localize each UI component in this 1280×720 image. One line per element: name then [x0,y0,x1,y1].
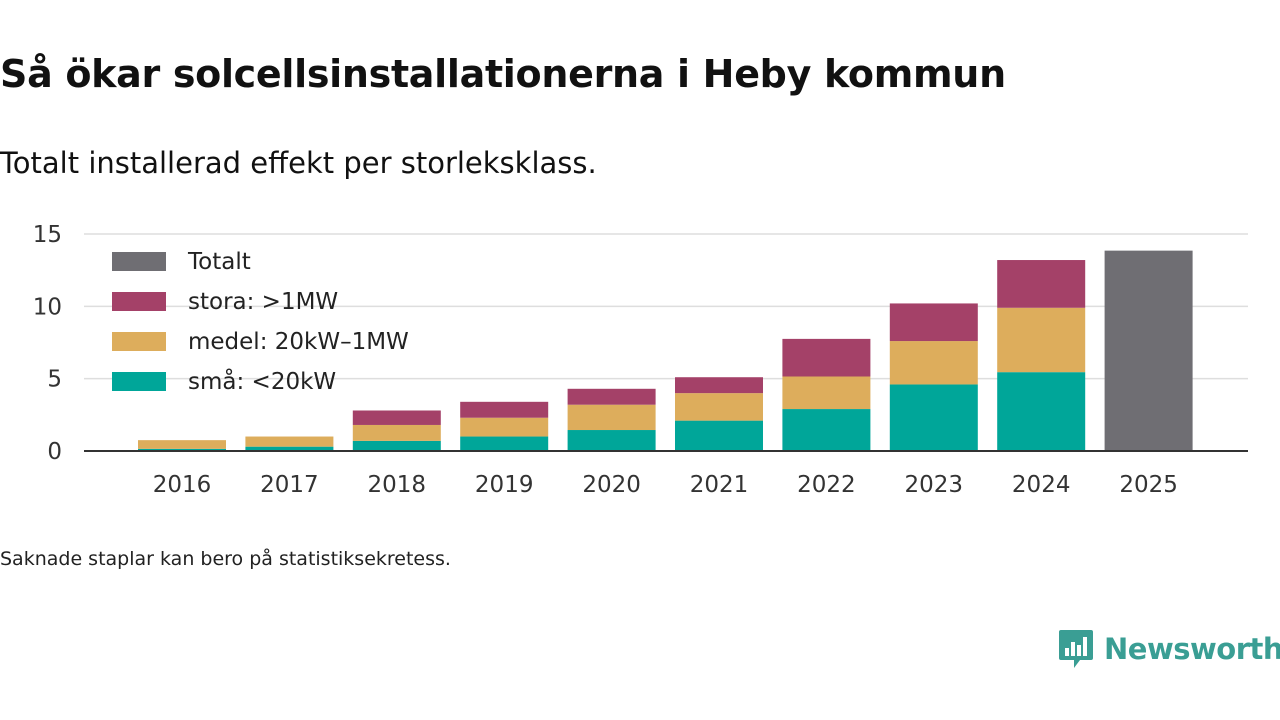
legend-label: medel: 20kW–1MW [188,329,409,355]
bar-2017-series-1[interactable] [245,436,334,447]
bar-2025-series-3[interactable] [1104,250,1193,451]
bar-2016-series-0[interactable] [138,448,226,451]
chart-title: Så ökar solcellsinstallationerna i Heby … [0,52,1006,96]
brand-logo[interactable]: Newsworthy [1058,628,1280,670]
bar-2019-series-1[interactable] [460,417,549,437]
x-tick-label: 2020 [582,472,641,498]
bar-2023-series-0[interactable] [889,384,978,451]
bar-2024-series-2[interactable] [997,260,1086,308]
x-tick-label: 2019 [475,472,534,498]
bar-2018-series-1[interactable] [352,424,441,441]
x-tick-label: 2021 [690,472,749,498]
y-tick-label: 0 [47,439,62,465]
bar-2023-series-2[interactable] [889,303,978,342]
legend-swatch [112,332,166,351]
x-tick-label: 2023 [905,472,964,498]
bar-2022-series-0[interactable] [782,409,871,451]
x-tick-label: 2024 [1012,472,1071,498]
bars [138,250,1193,451]
y-tick-label: 10 [33,294,62,320]
bar-2023-series-1[interactable] [889,341,978,385]
axes: 0 5 10 15 2016 2017 2018 2019 2020 2021 2022 2023 20… [33,222,1248,498]
chart-subtitle: Totalt installerad effekt per storlekskl… [0,146,597,180]
y-tick-label: 15 [33,222,62,248]
x-tick-label: 2022 [797,472,856,498]
bar-2018-series-0[interactable] [352,440,441,451]
bar-2024-series-0[interactable] [997,372,1086,451]
bar-2021-series-1[interactable] [675,393,763,421]
bar-2019-series-2[interactable] [460,401,549,418]
bar-2020-series-1[interactable] [567,404,656,431]
bar-2022-series-1[interactable] [782,376,871,410]
footnote: Saknade staplar kan bero på statistiksek… [0,548,451,570]
bar-2021-series-2[interactable] [675,377,763,394]
bar-2022-series-2[interactable] [782,338,871,377]
bar-2021-series-0[interactable] [675,420,763,451]
legend-swatch [112,252,166,271]
legend-swatch [112,372,166,391]
bar-2017-series-0[interactable] [245,446,334,451]
legend: Totalt stora: >1MW medel: 20kW–1MW små: <20… [112,249,409,395]
legend-swatch [112,292,166,311]
x-tick-label: 2025 [1119,472,1178,498]
legend-label: små: <20kW [188,367,336,395]
newsworthy-logo-icon [1059,630,1093,668]
legend-label: Totalt [187,249,251,275]
x-tick-label: 2016 [153,472,212,498]
bar-2024-series-1[interactable] [997,307,1086,373]
bar-2019-series-0[interactable] [460,436,549,451]
bar-2020-series-0[interactable] [567,430,656,451]
y-tick-label: 5 [47,367,62,393]
legend-label: stora: >1MW [188,289,338,315]
bar-2016-series-1[interactable] [138,440,226,449]
x-tick-label: 2018 [368,472,427,498]
brand-name: Newsworthy [1104,632,1280,666]
x-tick-label: 2017 [260,472,319,498]
bar-2020-series-2[interactable] [567,388,656,405]
bar-2018-series-2[interactable] [352,410,441,425]
